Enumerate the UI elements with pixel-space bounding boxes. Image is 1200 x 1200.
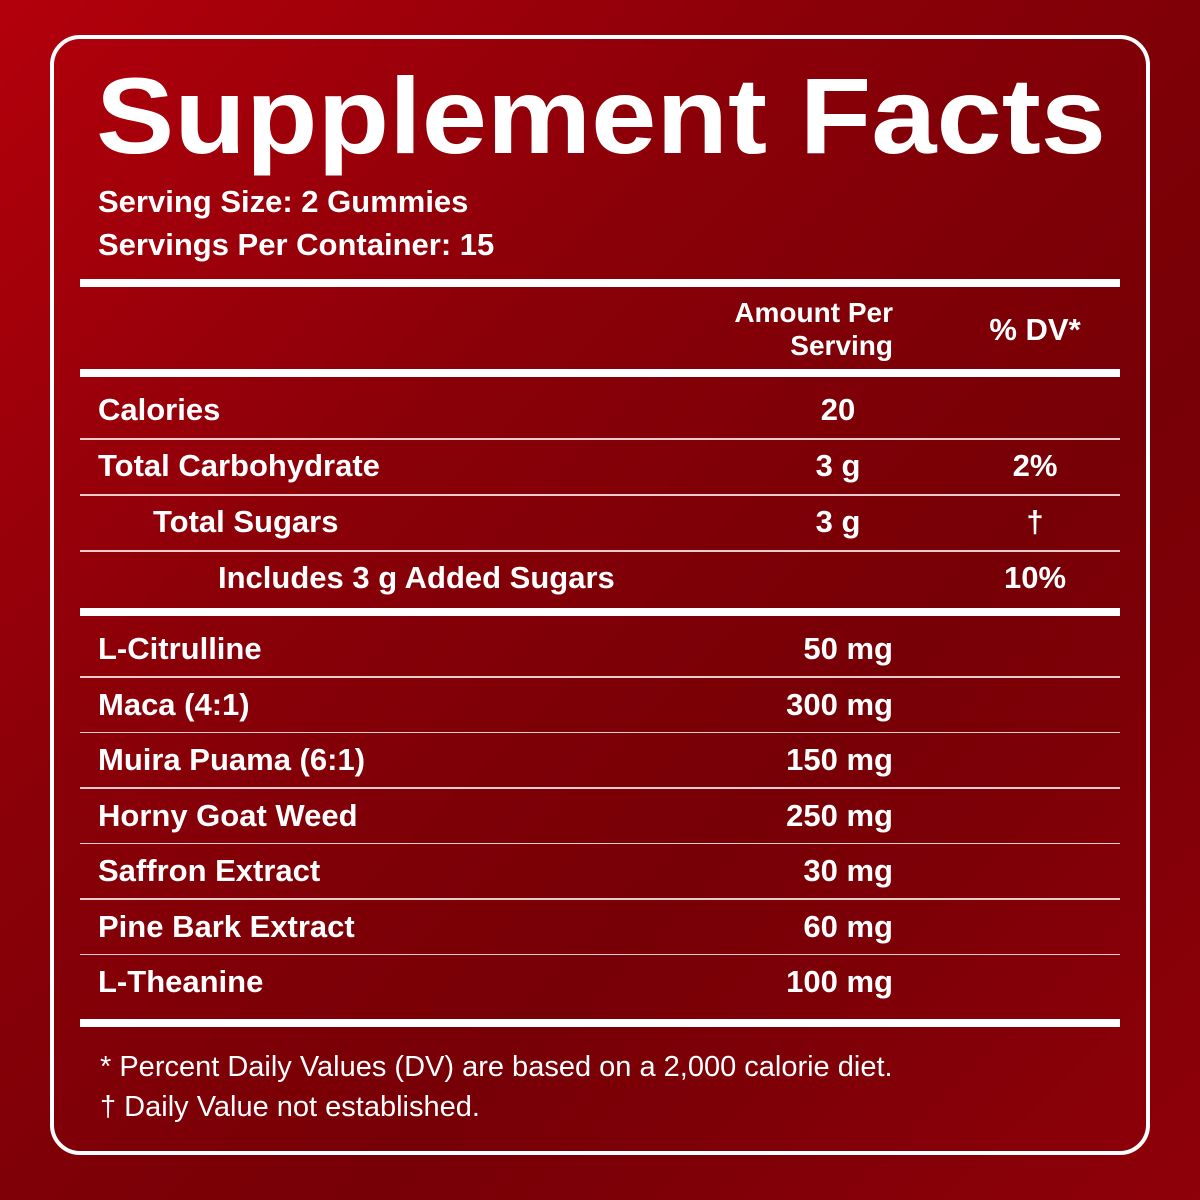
footnote: † Daily Value not established. — [100, 1091, 480, 1123]
thin-rule — [80, 494, 1120, 496]
ingredient-amount: 100 mg — [786, 964, 893, 999]
ingredient-name: L-Citrulline — [98, 631, 262, 666]
ingredient-amount: 60 mg — [803, 908, 893, 944]
thin-rule — [80, 731, 1120, 733]
thick-rule — [80, 279, 1120, 287]
title-svg: Supplement Facts — [96, 60, 1106, 176]
ingredient-name: Maca (4:1) — [98, 686, 250, 722]
amount-header-line: Serving — [790, 330, 893, 361]
servings-per-container: Servings Per Container: 15 — [98, 227, 495, 262]
ingredient-name: L-Theanine — [98, 964, 264, 999]
serving-size: Serving Size: 2 Gummies — [98, 184, 469, 219]
nutrient-dv: 2% — [1012, 448, 1058, 483]
nutrient-name: Calories — [98, 392, 221, 427]
nutrient-dv: 10% — [1003, 560, 1067, 595]
dv-header: % DV* — [989, 312, 1081, 347]
nutrient-name: Total Carbohydrate — [98, 448, 380, 483]
amount-header-line: Amount Per — [734, 297, 893, 328]
title: Supplement Facts — [96, 60, 1106, 176]
thin-rule — [80, 676, 1120, 678]
thick-rule — [80, 369, 1120, 377]
ingredient-name: Pine Bark Extract — [98, 908, 355, 944]
ingredient-amount: 50 mg — [803, 631, 893, 666]
thin-rule — [80, 550, 1120, 552]
thin-rule — [80, 842, 1120, 844]
thin-rule — [80, 438, 1120, 440]
thin-rule — [80, 898, 1120, 900]
nutrient-name: Total Sugars — [153, 504, 339, 539]
ingredient-name: Saffron Extract — [98, 853, 321, 888]
ingredient-amount: 150 mg — [786, 742, 893, 777]
footnote: * Percent Daily Values (DV) are based on… — [100, 1051, 893, 1083]
nutrient-amount: 20 — [820, 392, 856, 427]
thin-rule — [80, 787, 1120, 789]
ingredient-amount: 250 mg — [786, 797, 893, 833]
nutrient-amount: 3 g — [815, 504, 861, 539]
ingredient-amount: 30 mg — [803, 853, 893, 888]
thin-rule — [80, 953, 1120, 955]
ingredient-amount: 300 mg — [786, 686, 893, 722]
facts-panel — [50, 35, 1150, 1155]
thick-rule — [80, 1019, 1120, 1027]
amount-header: Amount Per Serving — [600, 296, 893, 362]
nutrient-name: Includes 3 g Added Sugars — [218, 560, 615, 595]
thick-rule — [80, 608, 1120, 616]
nutrient-amount: 3 g — [815, 448, 861, 483]
ingredient-name: Muira Puama (6:1) — [98, 742, 366, 777]
ingredient-name: Horny Goat Weed — [98, 797, 358, 833]
nutrient-dv: † — [1026, 504, 1044, 539]
